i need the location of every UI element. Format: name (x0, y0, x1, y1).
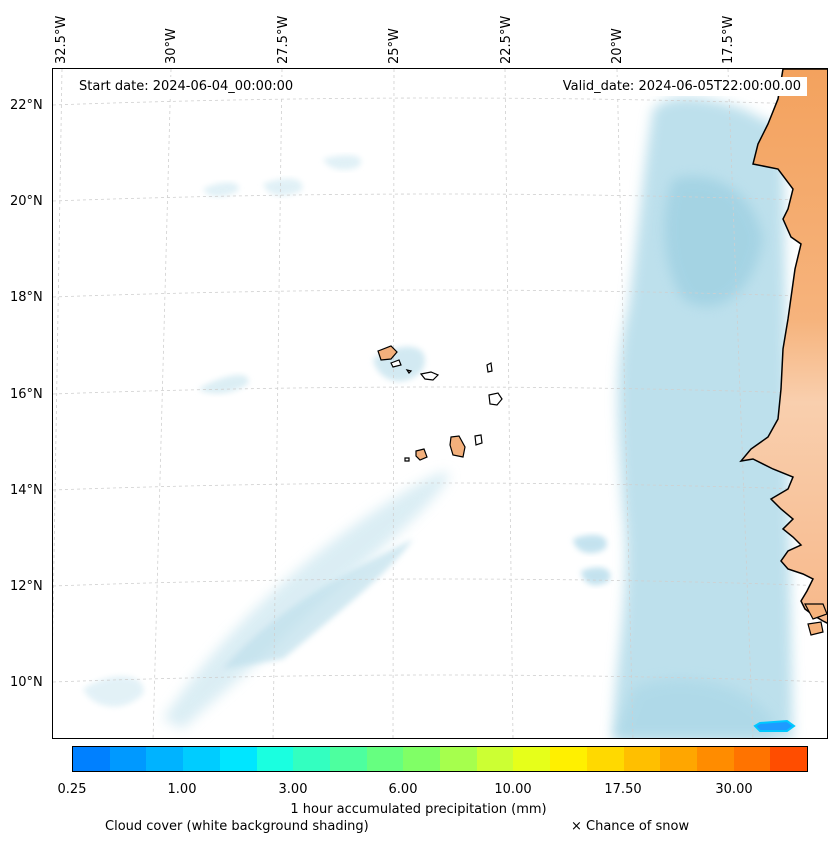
precipitation-colorbar (72, 746, 808, 772)
valid-date-label: Valid_date: 2024-06-05T22:00:00.00 (556, 77, 807, 96)
colorbar-swatch (73, 747, 110, 771)
graticule (53, 69, 827, 738)
lon-label-20w: 20°W (610, 28, 625, 64)
lon-label-17-5w: 17.5°W (721, 15, 736, 64)
lat-label-18n: 18°N (10, 290, 43, 305)
lat-label-22n: 22°N (10, 98, 43, 113)
colorbar-swatch (550, 747, 587, 771)
colorbar-swatch (476, 747, 514, 771)
island-santiago (449, 435, 466, 458)
colorbar-swatch (623, 747, 661, 771)
colorbar-swatch (733, 747, 771, 771)
colorbar-swatch (146, 747, 184, 771)
cloud-patch-nw3 (323, 155, 362, 170)
precipitation-cell (753, 719, 796, 732)
african-coast (739, 69, 827, 624)
island-sao-vicente (390, 359, 402, 368)
colorbar-swatch (293, 747, 330, 771)
island-santa-luzia (405, 369, 413, 374)
colorbar-swatch (329, 747, 367, 771)
island-brava (404, 457, 410, 462)
gridline-22-5w (504, 69, 514, 738)
gridline-12n (53, 578, 827, 587)
colorbar-swatch (513, 747, 551, 771)
colorbar-swatch (256, 747, 294, 771)
colorbar-swatch (696, 747, 734, 771)
snow-chance-legend: × Chance of snow (571, 819, 690, 834)
cloud-patch-east1 (573, 534, 607, 554)
map-panel[interactable]: Start date: 2024-06-04_00:00:00 Valid_da… (52, 68, 828, 739)
gridline-20n (53, 193, 827, 202)
lon-label-25w: 25°W (387, 28, 402, 64)
gridline-16n (53, 386, 827, 395)
gridline-17-5w (727, 69, 754, 738)
gridline-27-5w (272, 69, 283, 738)
gridline-30w (152, 69, 172, 738)
gridline-22n (53, 97, 827, 106)
colorbar-swatch (403, 747, 441, 771)
gridline-32-5w (53, 69, 63, 643)
cape-verde-islands (377, 345, 503, 462)
cloud-patch-nw2 (263, 178, 303, 196)
colorbar-swatch (586, 747, 624, 771)
island-fogo (415, 448, 428, 461)
cloud-cover-layer (83, 97, 793, 738)
lon-label-27-5w: 27.5°W (276, 15, 291, 64)
gridline-18n (53, 289, 827, 298)
gridline-14n (53, 482, 827, 491)
colorbar-swatch (770, 747, 808, 771)
island-maio (474, 434, 483, 446)
colorbar-swatch (183, 747, 220, 771)
colorbar-swatch (109, 747, 147, 771)
cloud-patch-nw1 (203, 182, 239, 197)
colorbar-swatch (660, 747, 697, 771)
lon-label-32-5w: 32.5°W (54, 15, 69, 64)
colorbar-tick: 3.00 (278, 782, 308, 797)
colorbar-tick: 17.50 (604, 782, 642, 797)
colorbar-label: 1 hour accumulated precipitation (mm) (290, 802, 547, 817)
island-santo-antao (377, 345, 398, 361)
cloud-streak-inner (223, 539, 413, 669)
colorbar-tick: 1.00 (167, 782, 197, 797)
lat-label-10n: 10°N (10, 675, 43, 690)
bijagos-island-2 (807, 621, 824, 636)
colorbar-tick: 0.25 (57, 782, 87, 797)
island-sao-nicolau (419, 371, 440, 381)
cloud-patch-west (198, 374, 249, 394)
lon-label-30w: 30°W (164, 28, 179, 64)
colorbar-swatch (440, 747, 477, 771)
lat-label-14n: 14°N (10, 483, 43, 498)
gridline-25w (392, 69, 395, 738)
island-boa-vista (488, 392, 503, 406)
cloud-patch-east2 (581, 567, 611, 586)
island-sal (486, 362, 493, 373)
start-date-label: Start date: 2024-06-04_00:00:00 (73, 77, 300, 96)
colorbar-tick: 6.00 (388, 782, 418, 797)
cloud-patch-south (613, 679, 773, 738)
cloud-cover-legend: Cloud cover (white background shading) (105, 819, 369, 834)
cloud-patch-north (664, 176, 763, 307)
map-canvas (53, 69, 827, 738)
lon-label-22-5w: 22.5°W (499, 15, 514, 64)
lat-label-12n: 12°N (10, 579, 43, 594)
gridline-10n (53, 674, 827, 683)
colorbar-tick: 10.00 (494, 782, 532, 797)
bijagos-island-1 (804, 603, 827, 620)
colorbar-tick: 30.00 (715, 782, 753, 797)
cloud-patch-sw (83, 676, 144, 707)
colorbar-swatch (219, 747, 257, 771)
gridline-20w (616, 69, 634, 738)
colorbar-swatch (366, 747, 404, 771)
lat-label-16n: 16°N (10, 387, 43, 402)
lat-label-20n: 20°N (10, 194, 43, 209)
